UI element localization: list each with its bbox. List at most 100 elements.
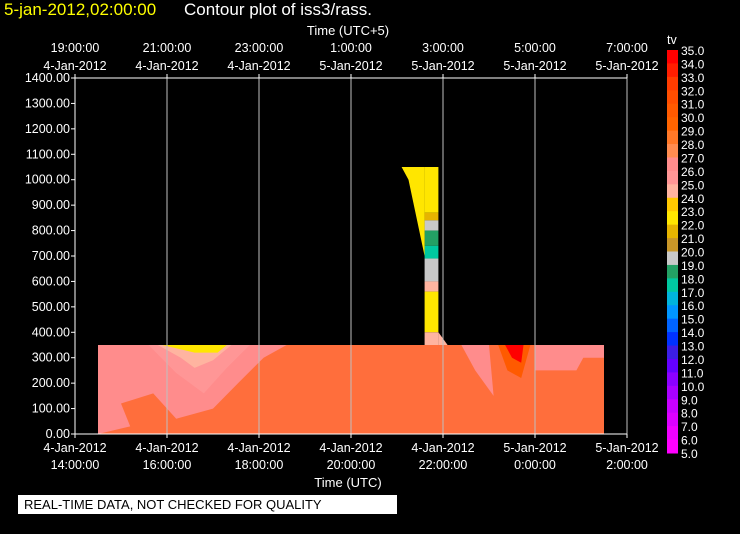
- contour-band: [581, 345, 604, 358]
- y-tick-label: 400.00: [32, 325, 70, 339]
- colorbar-swatch: [667, 117, 678, 132]
- y-tick-label: 900.00: [32, 198, 70, 212]
- colorbar-swatch: [667, 385, 678, 400]
- colorbar-level-label: 25.0: [681, 178, 705, 192]
- y-tick-label: 1100.00: [26, 147, 70, 161]
- colorbar-swatch: [667, 90, 678, 105]
- x-tick-label-date: 5-Jan-2012: [503, 441, 566, 455]
- colorbar-swatch: [667, 76, 678, 91]
- colorbar-swatch: [667, 332, 678, 347]
- colorbar-swatch: [667, 130, 678, 145]
- colorbar-swatch: [667, 63, 678, 78]
- x-axis-label-top: Time (UTC+5): [307, 23, 389, 38]
- colorbar-level-label: 12.0: [681, 353, 705, 367]
- colorbar-level-label: 7.0: [681, 420, 698, 434]
- x-tick-label-date-top: 4-Jan-2012: [43, 59, 106, 73]
- colorbar-swatch: [667, 103, 678, 118]
- colorbar-level-label: 10.0: [681, 380, 705, 394]
- x-tick-label-date: 4-Jan-2012: [319, 441, 382, 455]
- colorbar-level-label: 26.0: [681, 165, 705, 179]
- contour-band: [505, 345, 524, 363]
- colorbar-swatch: [667, 170, 678, 185]
- colorbar-swatch: [667, 197, 678, 212]
- colorbar-level-label: 35.0: [681, 44, 705, 58]
- colorbar-swatch: [667, 412, 678, 427]
- colorbar-swatch: [667, 211, 678, 226]
- contour-wedge-segment: [424, 258, 439, 282]
- colorbar-level-label: 28.0: [681, 138, 705, 152]
- x-tick-label-time: 16:00:00: [143, 458, 192, 472]
- plot-timestamp: 5-jan-2012,02:00:00: [4, 0, 157, 19]
- x-tick-label-time: 20:00:00: [327, 458, 376, 472]
- x-tick-label-time: 2:00:00: [606, 458, 648, 472]
- y-tick-label: 100.00: [32, 402, 70, 416]
- y-tick-label: 600.00: [32, 274, 70, 288]
- colorbar-level-label: 20.0: [681, 246, 705, 260]
- colorbar-swatch: [667, 318, 678, 333]
- colorbar-level-label: 13.0: [681, 340, 705, 354]
- tick-labels: 0.00 100.00 200.00 300.00 400.00 500.00 600.00…: [25, 23, 659, 490]
- colorbar-level-label: 19.0: [681, 259, 705, 273]
- x-tick-label-date: 4-Jan-2012: [135, 441, 198, 455]
- contour-wedge-segment: [424, 212, 439, 221]
- colorbar-swatch: [667, 439, 678, 454]
- y-tick-label: 700.00: [32, 249, 70, 263]
- y-tick-label: 800.00: [32, 224, 70, 238]
- y-tick-label: 300.00: [32, 351, 70, 365]
- colorbar-swatch: [667, 238, 678, 252]
- y-tick-label: 0.00: [46, 427, 70, 441]
- x-tick-label-time-top: 5:00:00: [514, 41, 556, 55]
- contour-wedge-segment: [424, 281, 439, 292]
- colorbar-level-label: 30.0: [681, 111, 705, 125]
- colorbar-level-label: 5.0: [681, 447, 698, 461]
- quality-warning: REAL-TIME DATA, NOT CHECKED FOR QUALITY: [18, 495, 397, 514]
- colorbar-swatch: [667, 224, 678, 239]
- colorbar-swatch: [667, 251, 678, 266]
- axes: [71, 74, 628, 438]
- y-tick-label: 1300.00: [25, 96, 70, 110]
- x-tick-label-date: 4-Jan-2012: [227, 441, 290, 455]
- colorbar-level-label: 18.0: [681, 272, 705, 286]
- x-axis-label-bottom: Time (UTC): [314, 475, 381, 490]
- y-tick-label: 200.00: [32, 376, 70, 390]
- colorbar-level-label: 32.0: [681, 84, 705, 98]
- x-tick-label-time-top: 19:00:00: [51, 41, 100, 55]
- colorbar-label: tv: [667, 33, 677, 47]
- contour-wedge-left: [401, 167, 425, 256]
- x-tick-label-date: 5-Jan-2012: [595, 441, 658, 455]
- plot-title: Contour plot of iss3/rass.: [184, 0, 373, 19]
- colorbar-swatch: [667, 399, 678, 414]
- colorbar-level-label: 8.0: [681, 407, 698, 421]
- colorbar-swatch: [667, 50, 678, 64]
- x-tick-label-time-top: 23:00:00: [235, 41, 284, 55]
- contour-wedge-segment: [424, 332, 439, 345]
- colorbar-level-label: 23.0: [681, 205, 705, 219]
- contour-wedge-segment: [424, 245, 439, 259]
- x-tick-label-date: 4-Jan-2012: [411, 441, 474, 455]
- colorbar: tv 35.034.033.032.031.030.029.028.027.026…: [667, 33, 705, 461]
- y-tick-label: 1400.00: [25, 71, 70, 85]
- colorbar-swatch: [667, 157, 678, 172]
- colorbar-swatch: [667, 358, 678, 373]
- contour-band: [98, 345, 287, 434]
- colorbar-swatch: [667, 291, 678, 306]
- colorbar-swatch: [667, 345, 678, 360]
- x-tick-label-date-top: 5-Jan-2012: [319, 59, 382, 73]
- colorbar-level-label: 22.0: [681, 219, 705, 233]
- colorbar-level-label: 21.0: [681, 232, 705, 246]
- colorbar-swatch: [667, 264, 678, 279]
- colorbar-level-label: 24.0: [681, 192, 705, 206]
- x-tick-label-date-top: 4-Jan-2012: [135, 59, 198, 73]
- colorbar-level-label: 16.0: [681, 299, 705, 313]
- contour-band: [162, 345, 227, 353]
- x-tick-label-time-top: 7:00:00: [606, 41, 648, 55]
- colorbar-swatch: [667, 184, 678, 199]
- colorbar-swatch: [667, 305, 678, 320]
- x-tick-label-date-top: 5-Jan-2012: [595, 59, 658, 73]
- x-tick-label-time-top: 1:00:00: [330, 41, 372, 55]
- contour-band: [535, 345, 591, 371]
- x-tick-label-date: 4-Jan-2012: [43, 441, 106, 455]
- contour-wedge-segment: [424, 220, 439, 231]
- colorbar-swatch: [667, 278, 678, 293]
